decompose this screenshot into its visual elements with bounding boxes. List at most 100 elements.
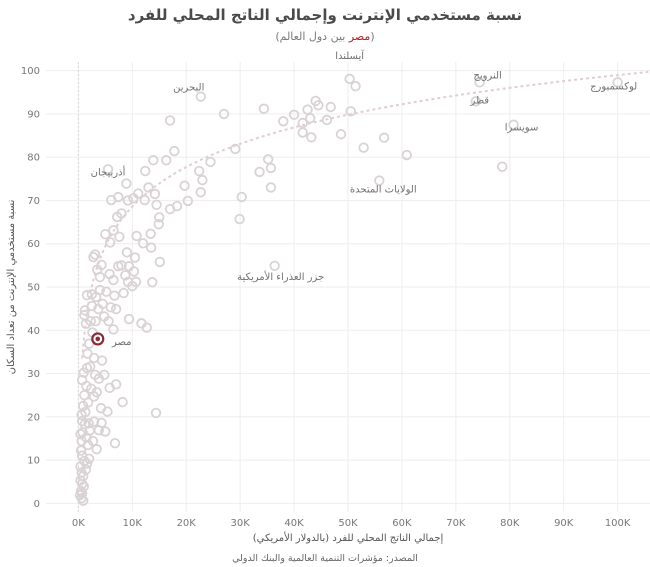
- data-point: [195, 187, 206, 198]
- data-point: [92, 264, 103, 275]
- point-label: سويسرا: [505, 123, 539, 134]
- data-point: [91, 444, 102, 455]
- data-point: [106, 194, 117, 206]
- data-point: [75, 445, 87, 456]
- data-point: [89, 249, 101, 260]
- data-point: [297, 127, 308, 138]
- data-point: [76, 409, 87, 421]
- data-point: [93, 425, 105, 436]
- data-point: [110, 303, 122, 315]
- data-point: [358, 142, 369, 153]
- data-point: [93, 373, 105, 384]
- y-tick-label: 40: [27, 326, 40, 337]
- x-tick-label: 50K: [338, 518, 358, 529]
- data-point: [121, 247, 133, 258]
- point-label: البحرين: [173, 83, 204, 94]
- data-point: [87, 435, 99, 447]
- data-point: [350, 81, 361, 92]
- x-tick-label: 20K: [177, 518, 197, 529]
- data-point: [76, 488, 88, 499]
- y-axis-title: نسبة مستخدمي الإنترنت من تعداد السكان: [6, 200, 17, 375]
- x-tick-label: 40K: [284, 518, 304, 529]
- chart-title: نسبة مستخدمي الإنترنت وإجمالي الناتج الم…: [127, 6, 523, 24]
- data-point: [108, 324, 119, 335]
- data-point: [325, 101, 336, 113]
- data-point: [374, 175, 385, 186]
- y-tick-label: 0: [34, 499, 40, 510]
- data-point: [83, 418, 94, 429]
- subtitle-rest: بين دول العالم): [275, 30, 349, 43]
- data-point: [118, 287, 129, 299]
- data-point: [79, 309, 90, 321]
- data-point: [269, 260, 280, 271]
- data-point: [234, 213, 245, 225]
- y-tick-label: 50: [27, 283, 40, 294]
- data-point: [305, 113, 316, 124]
- point-label: أذربيجان: [91, 165, 126, 178]
- data-point: [612, 77, 623, 88]
- data-point: [96, 355, 108, 366]
- data-point: [143, 182, 154, 193]
- data-point: [80, 464, 92, 475]
- data-point: [76, 415, 88, 427]
- data-point: [313, 100, 324, 111]
- data-point: [258, 103, 270, 114]
- data-point: [121, 178, 132, 189]
- point-label: جزر العذراء الأمريكية: [237, 270, 324, 283]
- point-label: النرويج: [473, 70, 501, 81]
- data-point: [76, 374, 88, 386]
- x-tick-label: 0K: [72, 518, 85, 529]
- y-tick-label: 20: [27, 412, 40, 423]
- data-point: [154, 256, 165, 268]
- data-point: [265, 182, 277, 193]
- data-point: [86, 289, 98, 300]
- point-label: لوكسمبورج: [590, 81, 637, 92]
- y-tick-label: 90: [27, 109, 40, 120]
- data-point: [141, 322, 153, 333]
- data-point: [75, 428, 86, 440]
- data-point: [321, 114, 333, 126]
- data-point: [123, 313, 135, 325]
- data-point: [474, 77, 485, 88]
- data-point: [88, 391, 100, 402]
- data-point: [104, 382, 115, 394]
- data-point: [139, 194, 150, 206]
- data-point: [254, 166, 265, 178]
- data-point: [205, 156, 216, 168]
- chart-subtitle: (مصر بين دول العالم): [0, 30, 650, 43]
- data-point: [288, 109, 300, 120]
- y-tick-label: 100: [21, 66, 40, 77]
- data-point: [197, 174, 208, 186]
- data-point: [108, 225, 119, 236]
- data-point: [195, 91, 206, 102]
- data-point: [148, 155, 159, 166]
- data-point: [262, 154, 274, 165]
- data-point: [508, 119, 519, 130]
- data-point: [104, 268, 115, 280]
- data-point: [109, 438, 121, 449]
- point-label: قطر: [470, 95, 490, 106]
- data-point: [470, 96, 482, 107]
- data-point: [164, 115, 176, 126]
- data-point: [103, 315, 114, 327]
- point-label: آيسلندا: [335, 49, 365, 62]
- data-point: [129, 252, 141, 263]
- data-point: [113, 261, 124, 272]
- data-point: [131, 230, 142, 242]
- data-point: [114, 231, 125, 243]
- data-point: [164, 203, 176, 215]
- data-point: [128, 193, 139, 204]
- subtitle-paren-open: (: [370, 30, 375, 43]
- data-point: [218, 108, 230, 120]
- source-note: المصدر: مؤشرات التنمية العالمية والبنك ا…: [232, 553, 418, 564]
- data-point: [90, 315, 101, 327]
- data-point: [335, 129, 347, 140]
- data-point: [149, 188, 161, 200]
- y-tick-label: 70: [27, 196, 40, 207]
- highlight-point: [91, 332, 105, 346]
- subtitle-highlight: مصر: [348, 30, 371, 43]
- data-point: [145, 228, 156, 239]
- data-point: [169, 145, 180, 157]
- data-point: [306, 132, 317, 143]
